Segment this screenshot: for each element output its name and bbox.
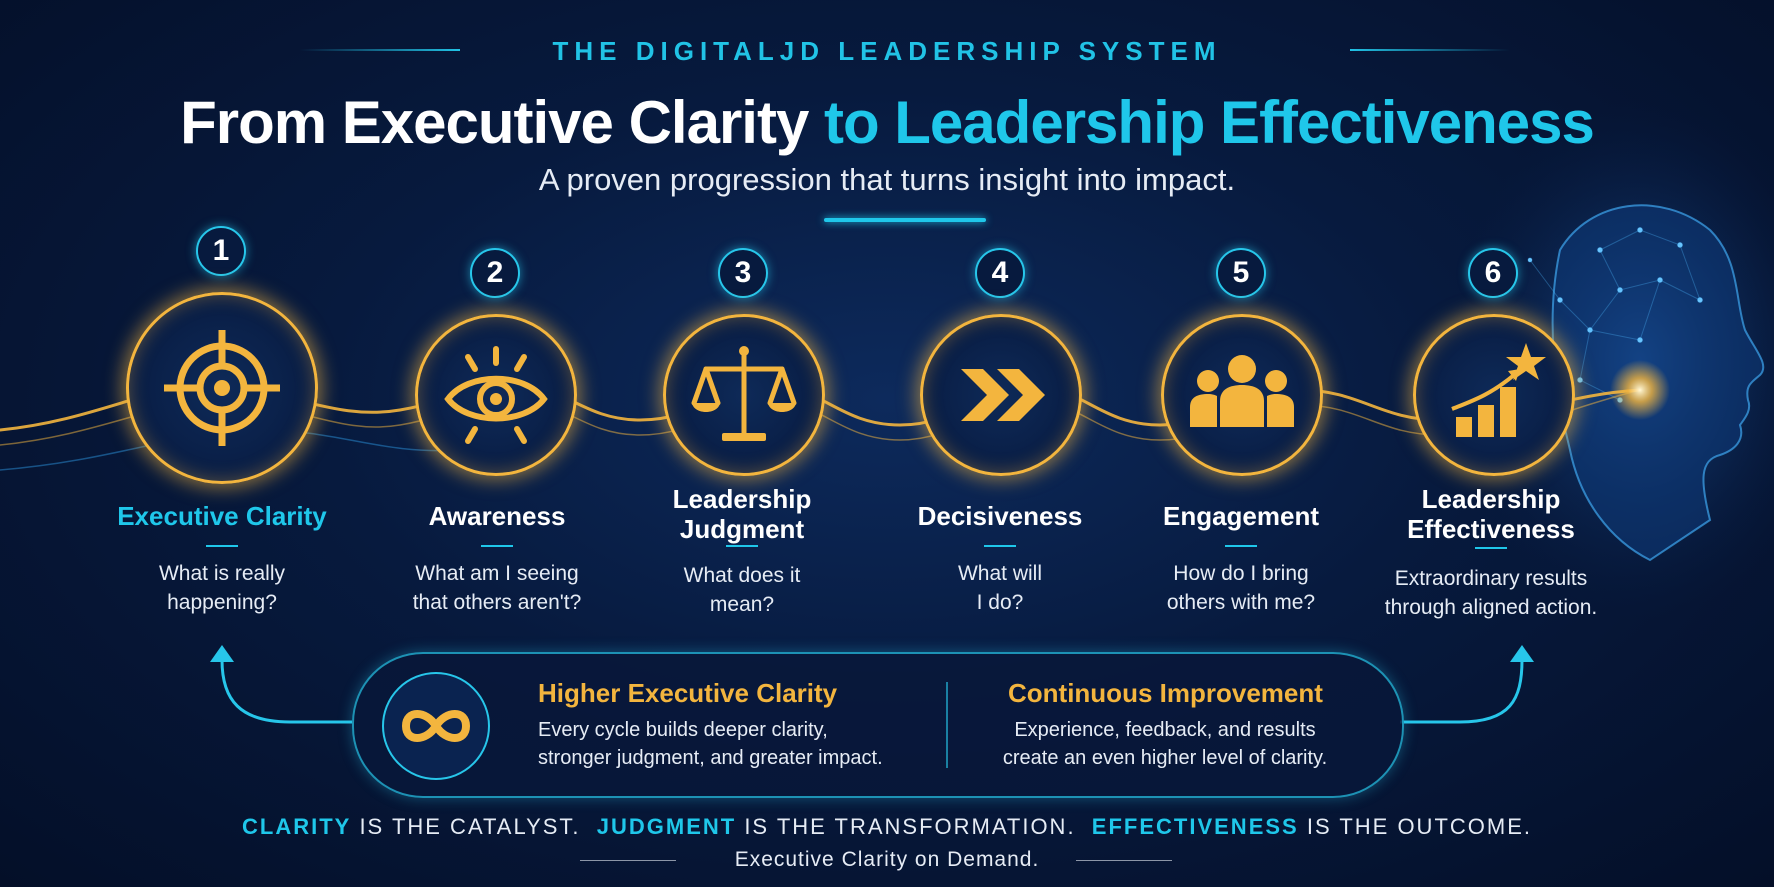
- step-3-question-l1: What does it: [683, 564, 801, 587]
- infinity-icon-circle: [382, 672, 490, 780]
- page-title: From Executive Clarity to Leadership Eff…: [0, 88, 1774, 157]
- step-4-question-l1: What will: [957, 562, 1042, 585]
- step-5-circle: [1161, 314, 1323, 476]
- step-3-title: Leadership Judgment: [602, 484, 882, 544]
- growth-chart-star-icon: [1451, 343, 1546, 437]
- step-2-question: What am I seeing that others aren't?: [357, 559, 637, 617]
- loop-right-l2: create an even higher level of clarity.: [1002, 747, 1328, 769]
- loop-left-title: Higher Executive Clarity: [538, 678, 838, 708]
- step-4-question: What will I do?: [860, 559, 1140, 617]
- infinity-icon: [401, 710, 471, 742]
- step-3-title-l2: Judgment: [679, 514, 805, 544]
- step-number-5: 5: [1216, 248, 1266, 298]
- step-1-question-l2: happening?: [167, 591, 277, 614]
- step-3-title-l1: Leadership: [672, 484, 812, 514]
- eye-icon: [444, 346, 548, 444]
- step-6-rule: [1475, 547, 1507, 549]
- eyebrow-line-left: [300, 49, 460, 51]
- step-4-question-l2: I do?: [976, 591, 1024, 614]
- title-part2: to Leadership Effectiveness: [823, 89, 1595, 156]
- step-2-circle: [415, 314, 577, 476]
- tagline-word-judgment: JUDGMENT: [596, 814, 737, 839]
- light-spark: [1610, 360, 1670, 420]
- step-5-rule: [1225, 545, 1257, 547]
- tagline-text-1: IS THE CATALYST.: [351, 814, 597, 839]
- subtitle: A proven progression that turns insight …: [538, 162, 1236, 197]
- tagline-word-effectiveness: EFFECTIVENESS: [1091, 814, 1299, 839]
- step-6-title: Leadership Effectiveness: [1351, 484, 1631, 544]
- loop-right-text: Experience, feedback, and results create…: [1000, 716, 1330, 772]
- step-number-1: 1: [196, 226, 246, 276]
- step-6-question-l2: through aligned action.: [1384, 596, 1598, 619]
- eyebrow-text: THE DIGITALJD LEADERSHIP SYSTEM: [552, 36, 1222, 66]
- step-1-question-l1: What is really: [158, 562, 286, 585]
- step-2-title: Awareness: [428, 501, 566, 531]
- step-1-rule: [206, 545, 238, 547]
- step-4-circle: [920, 314, 1082, 476]
- tagline-text-3: IS THE OUTCOME.: [1298, 814, 1532, 839]
- double-chevron-icon: [961, 369, 1045, 421]
- title-part1: From Executive Clarity: [180, 89, 809, 156]
- step-4-title: Decisiveness: [917, 501, 1083, 531]
- loop-left-l1: Every cycle builds deeper clarity,: [538, 719, 828, 741]
- subtitle-rule: [824, 218, 986, 222]
- eyebrow-line-right: [1350, 49, 1510, 51]
- step-5-question: How do I bring others with me?: [1101, 559, 1381, 617]
- scales-icon: [691, 346, 797, 441]
- step-2-rule: [481, 545, 513, 547]
- step-1-title: Executive Clarity: [117, 501, 327, 531]
- step-6-question-l1: Extraordinary results: [1394, 567, 1588, 590]
- step-6-circle: [1413, 314, 1575, 476]
- step-2-question-l1: What am I seeing: [415, 562, 579, 585]
- loop-arrows: [220, 655, 1524, 724]
- arrow-up-icon-right: [1510, 645, 1534, 662]
- step-number-6: 6: [1468, 248, 1518, 298]
- loop-right-title: Continuous Improvement: [1008, 678, 1323, 708]
- eyebrow: THE DIGITALJD LEADERSHIP SYSTEM: [0, 36, 1774, 67]
- step-2-question-l2: that others aren't?: [412, 591, 582, 614]
- footer-line-right: [1076, 860, 1172, 861]
- target-icon: [164, 330, 280, 446]
- arrow-up-icon-left: [210, 645, 234, 662]
- people-icon: [1190, 355, 1294, 427]
- loop-left-l2: stronger judgment, and greater impact.: [538, 747, 883, 769]
- step-5-question-l1: How do I bring: [1173, 562, 1309, 585]
- improvement-loop-panel: Higher Executive Clarity Every cycle bui…: [352, 652, 1404, 798]
- step-3-rule: [726, 545, 758, 547]
- step-5-title: Engagement: [1162, 501, 1320, 531]
- step-3-question-l2: mean?: [709, 593, 775, 616]
- step-1-circle: [126, 292, 318, 484]
- tagline-word-clarity: CLARITY: [242, 814, 352, 839]
- step-number-2: 2: [470, 248, 520, 298]
- loop-left-text: Every cycle builds deeper clarity, stron…: [538, 716, 883, 772]
- step-3-circle: [663, 314, 825, 476]
- step-5-question-l2: others with me?: [1166, 591, 1316, 614]
- step-3-question: What does it mean?: [602, 561, 882, 619]
- step-6-question: Extraordinary results through aligned ac…: [1351, 564, 1631, 622]
- step-6-title-l2: Effectiveness: [1407, 514, 1575, 544]
- step-6-title-l1: Leadership: [1421, 484, 1561, 514]
- footer-line-left: [580, 860, 676, 861]
- tagline: CLARITY IS THE CATALYST. JUDGMENT IS THE…: [0, 814, 1774, 840]
- loop-right-l1: Experience, feedback, and results: [1014, 719, 1316, 741]
- step-4-rule: [984, 545, 1016, 547]
- tagline-text-2: IS THE TRANSFORMATION.: [736, 814, 1092, 839]
- step-1-question: What is really happening?: [82, 559, 362, 617]
- loop-divider: [946, 682, 948, 768]
- footer: Executive Clarity on Demand.: [734, 848, 1040, 871]
- step-number-3: 3: [718, 248, 768, 298]
- step-number-4: 4: [975, 248, 1025, 298]
